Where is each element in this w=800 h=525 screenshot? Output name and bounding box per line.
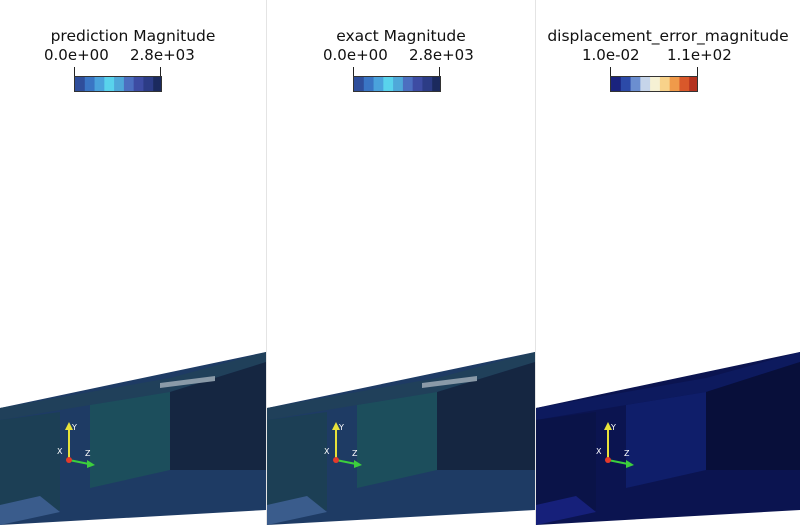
colorbar-swatch [133, 77, 145, 91]
legend-max-label: 2.8e+03 [130, 46, 195, 64]
x-axis-label: X [596, 447, 602, 456]
beam-far-band [170, 362, 266, 470]
legend-max-label: 2.8e+03 [409, 46, 474, 64]
colorbar-swatch [669, 77, 681, 91]
colorbar-swatch [94, 77, 105, 91]
z-axis-arrow [87, 460, 95, 468]
x-axis-marker [333, 457, 339, 463]
colorbar-swatch [354, 77, 365, 91]
colorbar-swatch [412, 77, 424, 91]
colorbar-swatch [84, 77, 96, 91]
colorbar [610, 76, 698, 92]
render-panel-error[interactable]: displacement_error_magnitude 1.0e-02 1.1… [536, 0, 800, 525]
colorbar [74, 76, 162, 92]
colorbar-swatch [432, 77, 440, 91]
colorbar-swatch [679, 77, 690, 91]
y-axis-arrow [332, 422, 340, 430]
beam-slot [422, 376, 477, 388]
render-panel-exact[interactable]: exact Magnitude 0.0e+00 2.8e+03 X Y [267, 0, 535, 525]
colorbar-swatch [650, 77, 661, 91]
color-legend: displacement_error_magnitude 1.0e-02 1.1… [536, 26, 800, 68]
legend-min-label: 0.0e+00 [44, 46, 109, 64]
beam-slot [160, 376, 215, 388]
colorbar-swatch [402, 77, 414, 91]
beam-end-face [0, 412, 60, 515]
color-legend: exact Magnitude 0.0e+00 2.8e+03 [267, 26, 535, 68]
x-axis-marker [605, 457, 611, 463]
legend-tick-min [610, 67, 611, 76]
z-axis-arrow [626, 460, 634, 468]
beam-end-face [267, 412, 327, 515]
z-axis-line [68, 459, 90, 465]
y-axis-arrow [604, 422, 612, 430]
colorbar-swatch [630, 77, 641, 91]
legend-title: prediction Magnitude [50, 27, 216, 45]
colorbar-swatch [659, 77, 671, 91]
panel-divider[interactable] [535, 0, 536, 525]
legend-tick-max [160, 67, 161, 76]
colorbar-swatch [114, 77, 125, 91]
beam-mid-band [90, 392, 170, 488]
legend-max-label: 1.1e+02 [667, 46, 732, 64]
render-panel-prediction[interactable]: prediction Magnitude 0.0e+00 2.8e+03 X [0, 0, 266, 525]
z-axis-line [607, 459, 629, 465]
beam-end-face [536, 412, 596, 515]
colorbar-swatch [373, 77, 384, 91]
colorbar-swatch [383, 77, 394, 91]
colorbar-swatch [689, 77, 697, 91]
colorbar-swatch [75, 77, 86, 91]
beam-top-edge [267, 352, 535, 420]
z-axis-label: Z [85, 449, 91, 458]
beam-lower-lip [0, 496, 60, 525]
colorbar-swatch [640, 77, 651, 91]
legend-tick-min [74, 67, 75, 76]
colorbar-swatch [393, 77, 404, 91]
beam-mid-band [626, 392, 706, 488]
z-axis-line [335, 459, 357, 465]
colorbar-swatch [620, 77, 632, 91]
y-axis-arrow [65, 422, 73, 430]
beam-far-band [437, 362, 535, 470]
legend-title: displacement_error_magnitude [547, 27, 789, 45]
beam-top-edge [536, 352, 800, 420]
colorbar [353, 76, 441, 92]
beam-mid-band [357, 392, 437, 488]
y-axis-label: Y [338, 423, 344, 432]
beam-top-edge [0, 352, 266, 420]
color-legend: prediction Magnitude 0.0e+00 2.8e+03 [0, 26, 266, 68]
panel-divider[interactable] [266, 0, 267, 525]
legend-tick-max [697, 67, 698, 76]
beam-far-band [706, 362, 800, 470]
x-axis-label: X [324, 447, 330, 456]
orientation-axes: X Y Z [57, 422, 95, 468]
mesh-geometry[interactable] [267, 0, 535, 525]
x-axis-label: X [57, 447, 63, 456]
colorbar-swatch [143, 77, 154, 91]
y-axis-label: Y [610, 423, 616, 432]
orientation-axes: X Y Z [324, 422, 362, 468]
legend-min-label: 0.0e+00 [323, 46, 388, 64]
z-axis-label: Z [624, 449, 630, 458]
legend-title: exact Magnitude [336, 27, 466, 45]
z-axis-label: Z [352, 449, 358, 458]
colorbar-swatch [422, 77, 433, 91]
beam-lower-lip [536, 496, 596, 525]
y-axis-label: Y [71, 423, 77, 432]
colorbar-swatch [611, 77, 622, 91]
legend-min-label: 1.0e-02 [582, 46, 640, 64]
legend-tick-max [439, 67, 440, 76]
legend-tick-min [353, 67, 354, 76]
colorbar-swatch [153, 77, 161, 91]
colorbar-swatch [363, 77, 375, 91]
mesh-geometry[interactable] [0, 0, 266, 525]
colorbar-swatch [123, 77, 135, 91]
mesh-geometry[interactable] [536, 0, 800, 525]
orientation-axes: X Y Z [596, 422, 634, 468]
z-axis-arrow [354, 460, 362, 468]
colorbar-swatch [104, 77, 115, 91]
x-axis-marker [66, 457, 72, 463]
beam-lower-lip [267, 496, 327, 525]
